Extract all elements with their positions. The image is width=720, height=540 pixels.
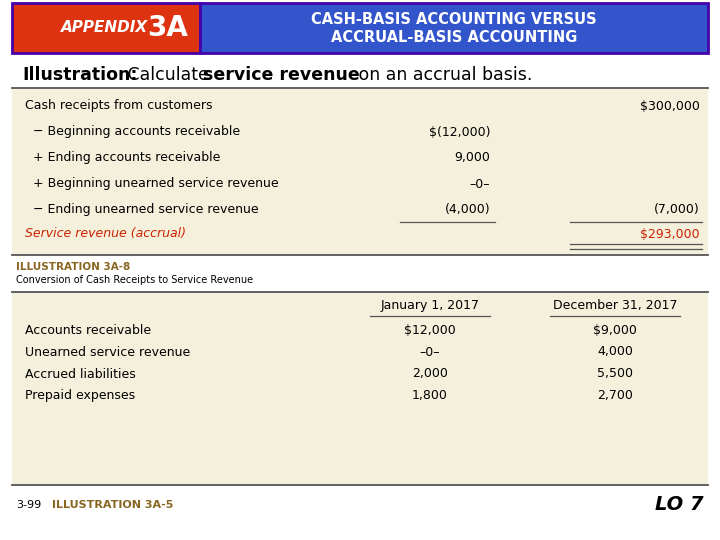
Text: December 31, 2017: December 31, 2017	[553, 300, 678, 313]
Text: Calculate: Calculate	[122, 66, 215, 84]
Text: $9,000: $9,000	[593, 323, 637, 336]
Text: LO 7: LO 7	[655, 496, 704, 515]
Text: –0–: –0–	[469, 178, 490, 191]
Text: 2,700: 2,700	[597, 389, 633, 402]
Text: $300,000: $300,000	[640, 99, 700, 112]
Text: Service revenue (accrual): Service revenue (accrual)	[25, 227, 186, 240]
Text: 2,000: 2,000	[412, 368, 448, 381]
Text: Illustration:: Illustration:	[22, 66, 138, 84]
Text: –0–: –0–	[420, 346, 440, 359]
Text: CASH-BASIS ACCOUNTING VERSUS: CASH-BASIS ACCOUNTING VERSUS	[311, 11, 597, 26]
Text: (7,000): (7,000)	[654, 204, 700, 217]
Text: January 1, 2017: January 1, 2017	[380, 300, 480, 313]
FancyBboxPatch shape	[200, 3, 708, 53]
Text: ILLUSTRATION 3A-8: ILLUSTRATION 3A-8	[16, 262, 130, 272]
Text: − Beginning accounts receivable: − Beginning accounts receivable	[25, 125, 240, 138]
Text: Conversion of Cash Receipts to Service Revenue: Conversion of Cash Receipts to Service R…	[16, 275, 253, 285]
Text: + Ending accounts receivable: + Ending accounts receivable	[25, 152, 220, 165]
Text: Accounts receivable: Accounts receivable	[25, 323, 151, 336]
Text: − Ending unearned service revenue: − Ending unearned service revenue	[25, 204, 258, 217]
FancyBboxPatch shape	[12, 3, 200, 53]
Text: 1,800: 1,800	[412, 389, 448, 402]
Text: Unearned service revenue: Unearned service revenue	[25, 346, 190, 359]
Text: Accrued liabilities: Accrued liabilities	[25, 368, 136, 381]
Text: 9,000: 9,000	[454, 152, 490, 165]
Text: on an accrual basis.: on an accrual basis.	[353, 66, 532, 84]
Text: 3A: 3A	[148, 14, 189, 42]
Text: ACCRUAL-BASIS ACCOUNTING: ACCRUAL-BASIS ACCOUNTING	[330, 30, 577, 44]
Text: Cash receipts from customers: Cash receipts from customers	[25, 99, 212, 112]
Text: (4,000): (4,000)	[444, 204, 490, 217]
Text: Prepaid expenses: Prepaid expenses	[25, 389, 135, 402]
Text: 4,000: 4,000	[597, 346, 633, 359]
Text: 5,500: 5,500	[597, 368, 633, 381]
Text: 3-99: 3-99	[16, 500, 41, 510]
Text: service revenue: service revenue	[203, 66, 360, 84]
Text: + Beginning unearned service revenue: + Beginning unearned service revenue	[25, 178, 279, 191]
Text: ILLUSTRATION 3A-5: ILLUSTRATION 3A-5	[52, 500, 174, 510]
Text: $12,000: $12,000	[404, 323, 456, 336]
Text: APPENDIX: APPENDIX	[61, 21, 148, 36]
FancyBboxPatch shape	[12, 292, 708, 485]
Text: $(12,000): $(12,000)	[428, 125, 490, 138]
Text: $293,000: $293,000	[640, 227, 700, 240]
FancyBboxPatch shape	[12, 88, 708, 255]
